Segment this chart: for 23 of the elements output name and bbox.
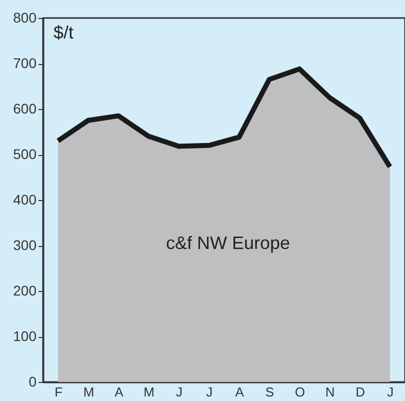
y-tick-label: 400 — [13, 192, 37, 208]
x-tick-label: M — [83, 384, 94, 400]
y-tick-label: 700 — [13, 55, 37, 71]
y-tick-label: 200 — [13, 282, 37, 298]
y-tick-label: 100 — [13, 328, 37, 344]
x-tick-label: D — [356, 384, 365, 400]
y-tick-label: 800 — [13, 10, 37, 26]
x-tick-label: A — [235, 384, 244, 400]
x-tick-label: A — [114, 384, 124, 400]
x-tick-label: O — [294, 384, 305, 400]
x-tick-label: N — [325, 384, 335, 400]
y-tick-label: 500 — [13, 146, 37, 162]
x-tick-label: J — [387, 384, 394, 400]
y-tick-label: 600 — [13, 100, 37, 116]
annotation: c&f NW Europe — [166, 233, 290, 253]
y-axis-title: $/t — [54, 22, 74, 42]
x-tick-label: M — [144, 384, 155, 400]
x-tick-label: F — [54, 384, 63, 400]
y-tick-label: 0 — [28, 374, 37, 390]
x-tick-label: J — [206, 384, 213, 400]
y-tick-label: 300 — [13, 237, 37, 253]
x-tick-label: J — [176, 384, 182, 400]
x-tick-label: S — [265, 384, 274, 400]
